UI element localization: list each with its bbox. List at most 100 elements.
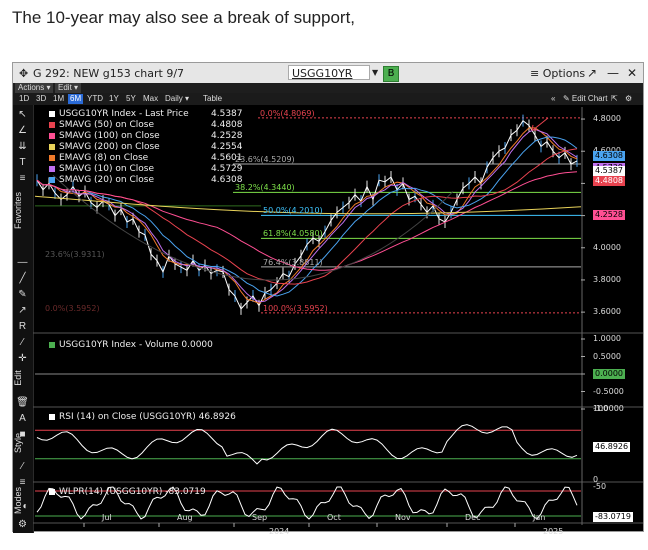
sma100-line: [36, 171, 578, 271]
price-axis-label: 3.6000: [593, 307, 621, 317]
legend-row[interactable]: SMAVG (100) on Close 4.2528: [49, 131, 243, 142]
bloomberg-badge-button[interactable]: B: [383, 66, 399, 82]
price-axis-label: 3.8000: [593, 274, 621, 284]
legend-swatch: [49, 143, 55, 150]
volume-axis-label: 0.5000: [593, 351, 621, 361]
pencil-icon[interactable]: ✎: [18, 289, 27, 300]
minimize-button[interactable]: —: [607, 66, 619, 80]
range-1d[interactable]: 1D: [19, 94, 30, 103]
window-title: G 292: NEW g153 chart 9/7: [33, 67, 185, 80]
range-ytd[interactable]: YTD: [87, 94, 103, 103]
gear-icon[interactable]: ⚙: [625, 94, 633, 103]
rsi-swatch: [49, 413, 55, 420]
annotate-icon[interactable]: A: [19, 413, 26, 424]
sma20-line: [36, 136, 578, 297]
legend-row[interactable]: EMAVG (8) on Close 4.5601: [49, 153, 243, 164]
move-icon[interactable]: ✥: [19, 67, 29, 80]
mode-icon[interactable]: ◐: [22, 501, 29, 512]
x-month-label: Oct: [327, 513, 341, 522]
x-month-label: Aug: [177, 513, 193, 522]
volume-axis-label: -0.5000: [593, 386, 624, 396]
fib-label-faint: 23.6%(3.9311): [45, 249, 105, 259]
legend-swatch: [49, 176, 55, 183]
brush-icon[interactable]: ⁄: [21, 337, 24, 348]
legend-label: SMAVG (50) on Close: [59, 120, 154, 130]
settings-icon[interactable]: ⚙: [18, 519, 27, 530]
trash-icon[interactable]: 🗑: [16, 397, 29, 408]
caption-text: The 10-year may also see a break of supp…: [12, 8, 356, 27]
fibonacci-icon[interactable]: ≡: [19, 173, 26, 184]
price-tag: 4.5387: [593, 166, 625, 176]
rsi-legend: RSI (14) on Close (USGG10YR) 46.8926: [49, 412, 236, 423]
chart-canvas: [33, 107, 643, 527]
price-tag: 4.6308: [593, 151, 625, 161]
legend-row[interactable]: SMAVG (20) on Close 4.6308: [49, 175, 243, 186]
popout-button[interactable]: ↗: [587, 66, 598, 80]
zoom-icon[interactable]: ⇱: [611, 94, 618, 103]
collapse-icon[interactable]: «: [551, 94, 556, 103]
wlpr-swatch: [49, 488, 55, 495]
x-month-label: Jan: [533, 513, 546, 522]
legend-row[interactable]: SMAVG (200) on Close 4.2554: [49, 142, 243, 153]
arc-drawing: [52, 174, 454, 281]
edit-menu[interactable]: Edit ▾: [55, 83, 82, 93]
window-titlebar: ✥ G 292: NEW g153 chart 9/7 USGG10YR Ind…: [13, 63, 643, 95]
volume-legend: USGG10YR Index - Volume 0.0000: [49, 340, 213, 351]
legend-label: SMAVG (200) on Close: [59, 142, 160, 152]
price-axis-label: 4.0000: [593, 242, 621, 252]
fill-color-icon[interactable]: ■: [19, 429, 26, 440]
legend-value: 4.2528: [211, 131, 243, 141]
channel-tool-icon[interactable]: ⇊: [18, 141, 27, 152]
range-max[interactable]: Max: [143, 94, 159, 103]
text-tool-icon[interactable]: T: [19, 157, 26, 168]
range-daily[interactable]: Daily ▾: [165, 94, 190, 103]
edit-chart-button[interactable]: ✎ Edit Chart: [563, 94, 608, 103]
fib-label-faint: 0.0%(3.5952): [45, 303, 100, 313]
legend-swatch: [49, 165, 55, 172]
legend-row[interactable]: SMAVG (50) on Close 4.4808: [49, 120, 243, 131]
annotation-arrowhead: [531, 124, 537, 131]
range-1y[interactable]: 1Y: [109, 94, 119, 103]
legend-value: 4.2554: [211, 142, 243, 152]
x-month-label: Jul: [102, 513, 112, 522]
chart-window: ✥ G 292: NEW g153 chart 9/7 USGG10YR Ind…: [12, 62, 644, 536]
fib-label: 50.0%(4.2010): [263, 206, 323, 216]
line-width-icon[interactable]: ≡: [19, 477, 26, 488]
horizontal-line-icon[interactable]: —: [17, 257, 28, 268]
price-tag: 4.2528: [593, 210, 625, 220]
legend-label: USGG10YR Index - Last Price: [59, 109, 189, 119]
ray-icon[interactable]: ↗: [18, 305, 27, 316]
price-axis-label: 4.8000: [593, 114, 621, 124]
legend-label: SMAVG (10) on Close: [59, 164, 154, 174]
line-color-icon[interactable]: ⁄: [21, 461, 24, 472]
close-button[interactable]: ✕: [627, 66, 638, 80]
annotation-arrow: [532, 117, 549, 131]
range-5y[interactable]: 5Y: [126, 94, 136, 103]
fib-label: 23.6%(4.5209): [235, 154, 295, 164]
ticker-dropdown-icon[interactable]: ▼: [372, 68, 379, 77]
legend-swatch: [49, 132, 55, 139]
drawing-toolbar: ↖ ∠ ⇊ T ≡ Favorites — ╱ ✎ ↗ R ⁄ ✛ Edit 🗑…: [13, 105, 34, 533]
fib-label: 76.4%(3.8811): [263, 257, 323, 267]
legend-row[interactable]: SMAVG (10) on Close 4.5729: [49, 164, 243, 175]
options-menu[interactable]: ≡ Options: [530, 67, 586, 80]
legend-swatch: [49, 154, 55, 161]
legend-value: 4.5387: [211, 109, 243, 119]
legend-row[interactable]: USGG10YR Index - Last Price 4.5387: [49, 109, 243, 120]
range-6m[interactable]: 6M: [68, 94, 84, 104]
cursor-icon[interactable]: ↖: [18, 109, 27, 120]
range-table[interactable]: Table: [203, 94, 223, 103]
sma200-line: [34, 195, 582, 215]
line-tool-icon[interactable]: ∠: [18, 125, 27, 136]
crosshair-icon[interactable]: ✛: [18, 353, 27, 364]
wlpr-axis-top: -50: [593, 482, 607, 491]
volume-axis-label: 1.0000: [593, 334, 621, 343]
actions-menu[interactable]: Actions ▾: [15, 83, 54, 93]
range-1m[interactable]: 1M: [53, 94, 65, 103]
range-3d[interactable]: 3D: [36, 94, 47, 103]
price-legend: USGG10YR Index - Last Price 4.5387 SMAVG (…: [49, 109, 243, 186]
wlpr-line: [36, 486, 578, 520]
rsi-tag: 46.8926: [593, 441, 631, 452]
trend-line-icon[interactable]: ╱: [19, 273, 26, 284]
regression-icon[interactable]: R: [18, 321, 27, 332]
